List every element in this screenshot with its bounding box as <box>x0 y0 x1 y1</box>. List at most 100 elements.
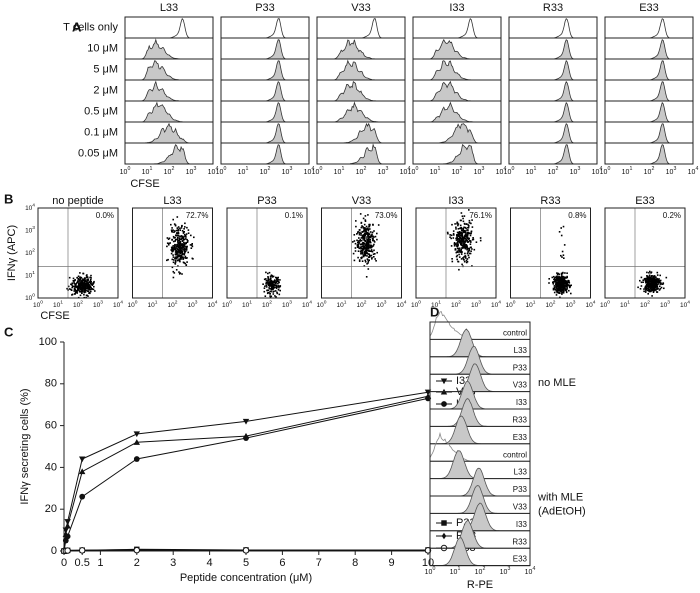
event-dot <box>177 249 180 252</box>
tick-exponent: 4 <box>532 567 535 573</box>
tick-exponent: 4 <box>311 167 314 173</box>
marker <box>440 378 448 385</box>
row-label: I33 <box>516 398 528 407</box>
event-dot <box>648 280 651 282</box>
event-dot <box>85 294 88 297</box>
event-dot <box>177 234 180 237</box>
histogram <box>605 101 693 123</box>
tick-label: 103 <box>282 167 293 176</box>
event-dot <box>450 237 452 240</box>
event-dot <box>90 280 92 283</box>
event-dot <box>561 289 564 291</box>
event-dot <box>265 271 267 274</box>
dot-cloud <box>262 271 282 299</box>
tick-label: 101 <box>450 567 461 576</box>
tick-base: 10 <box>622 169 630 176</box>
event-dot <box>174 243 176 246</box>
event-dot <box>563 286 566 288</box>
event-dot <box>364 227 366 229</box>
event-dot <box>74 279 76 281</box>
tick-base: 10 <box>411 302 419 309</box>
column-title: P33 <box>255 2 275 14</box>
tick-exponent: 1 <box>344 300 347 306</box>
tick-label: 101 <box>622 167 633 176</box>
tick-base: 10 <box>260 169 268 176</box>
event-dot <box>185 249 188 251</box>
event-dot <box>467 224 470 226</box>
event-dot <box>647 281 650 283</box>
event-dot <box>174 253 177 256</box>
event-dot <box>367 227 369 230</box>
event-dot <box>184 250 187 252</box>
event-dot <box>84 291 87 293</box>
event-dot <box>88 281 91 284</box>
event-dot <box>185 247 188 249</box>
event-dot <box>86 287 89 289</box>
event-dot <box>167 258 169 261</box>
event-dot <box>456 236 458 239</box>
event-dot <box>273 284 275 286</box>
event-dot <box>461 234 464 237</box>
event-dot <box>548 278 550 280</box>
event-dot <box>185 238 187 240</box>
event-dot <box>471 248 473 250</box>
event-dot <box>357 250 360 252</box>
event-dot <box>263 278 266 281</box>
event-dot <box>458 250 461 253</box>
event-dot <box>358 247 360 250</box>
event-dot <box>366 263 368 265</box>
histogram <box>413 123 501 144</box>
tick-label: 103 <box>188 300 198 309</box>
event-dot <box>652 275 655 277</box>
column-title: R33 <box>540 195 560 207</box>
tick-base: 10 <box>216 169 224 176</box>
event-dot <box>172 240 175 243</box>
event-dot <box>642 279 644 281</box>
event-dot <box>463 235 466 237</box>
event-dot <box>468 232 470 235</box>
event-dot <box>458 256 461 258</box>
event-dot <box>463 260 466 263</box>
event-dot <box>560 227 562 229</box>
event-dot <box>67 285 70 288</box>
event-dot <box>171 250 173 252</box>
event-dot <box>467 226 469 229</box>
event-dot <box>77 275 80 278</box>
tick-base: 10 <box>592 169 600 176</box>
event-dot <box>560 275 563 278</box>
event-dot <box>566 275 568 278</box>
histogram <box>413 17 501 39</box>
event-dot <box>458 249 460 252</box>
event-dot <box>274 295 276 297</box>
event-dot <box>176 227 179 229</box>
event-dot <box>177 239 179 242</box>
event-dot <box>86 288 89 290</box>
tick-exponent: 2 <box>459 167 462 173</box>
event-dot <box>455 251 458 254</box>
event-dot <box>369 244 371 246</box>
event-dot <box>650 272 652 274</box>
event-dot <box>181 249 183 251</box>
event-dot <box>456 245 459 248</box>
event-dot <box>176 253 178 256</box>
event-dot <box>171 258 174 261</box>
histogram <box>317 143 405 165</box>
event-dot <box>74 286 77 288</box>
event-dot <box>89 288 92 291</box>
tick-exponent: 1 <box>341 167 344 173</box>
event-dot <box>637 286 639 289</box>
event-dot <box>553 275 555 278</box>
event-dot <box>279 289 281 292</box>
row-label: V33 <box>513 381 528 390</box>
event-dot <box>85 283 87 285</box>
event-dot <box>562 290 565 293</box>
percentage: 0.8% <box>568 211 586 220</box>
event-dot <box>183 245 186 247</box>
event-dot <box>362 248 365 251</box>
event-dot <box>552 281 554 284</box>
event-dot <box>639 279 641 282</box>
event-dot <box>68 288 71 290</box>
event-dot <box>463 222 466 225</box>
tick-base: 10 <box>317 302 325 309</box>
tick-exponent: 3 <box>384 300 387 306</box>
